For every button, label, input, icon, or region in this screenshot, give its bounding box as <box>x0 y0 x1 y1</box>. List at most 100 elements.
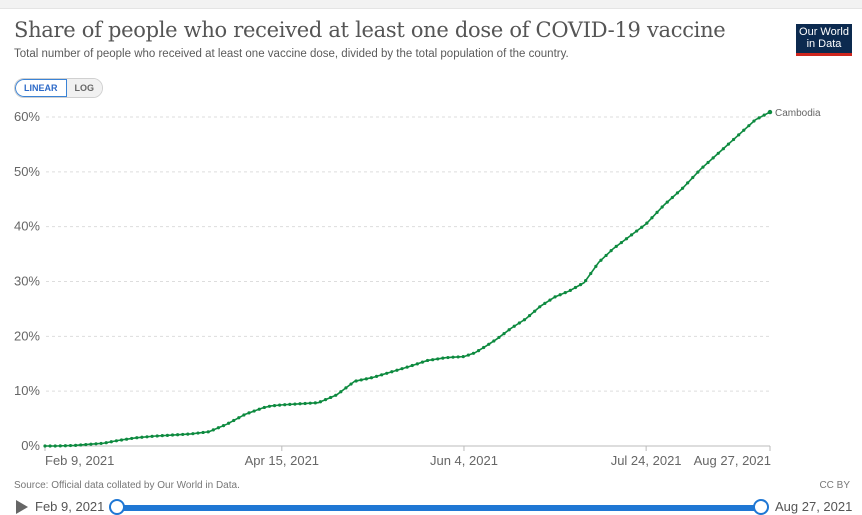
y-tick-label: 0% <box>21 438 40 453</box>
data-point <box>176 433 180 437</box>
data-point <box>568 288 572 293</box>
data-point <box>374 374 379 378</box>
y-axis: 0% 10% 20% 30% 40% 50% 60% <box>14 109 40 453</box>
data-point <box>410 363 414 368</box>
data-point <box>125 437 129 441</box>
data-point <box>645 221 649 225</box>
data-point <box>329 395 333 400</box>
data-point <box>665 200 669 204</box>
series-label-cambodia[interactable]: Cambodia <box>775 108 821 119</box>
data-point <box>227 421 231 425</box>
data-point <box>53 444 57 448</box>
last-data-point <box>767 109 773 115</box>
log-scale-button[interactable]: LOG <box>66 79 102 97</box>
data-point <box>492 339 496 343</box>
data-point <box>482 345 486 350</box>
data-point <box>293 402 297 406</box>
y-tick-label: 20% <box>14 328 40 343</box>
data-point <box>517 321 521 325</box>
data-point <box>206 430 210 434</box>
data-point <box>380 373 384 377</box>
data-point <box>533 309 537 313</box>
data-point <box>762 113 766 117</box>
data-point <box>43 444 47 448</box>
data-point <box>135 436 139 440</box>
data-point <box>726 142 731 146</box>
data-point <box>170 433 175 437</box>
data-point <box>476 348 481 353</box>
data-point <box>466 353 470 357</box>
y-tick-label: 10% <box>14 383 40 398</box>
y-tick-label: 30% <box>14 274 40 289</box>
line-chart: 0% 10% 20% 30% 40% 50% 60% Feb 9, 2021 Apr 15, … <box>14 108 821 468</box>
data-point <box>502 331 506 336</box>
data-point <box>680 186 685 190</box>
data-point <box>624 237 629 241</box>
data-point <box>155 434 159 438</box>
series-cambodia[interactable] <box>43 109 773 448</box>
data-point <box>58 444 62 448</box>
data-point <box>691 175 695 180</box>
data-point <box>237 416 241 420</box>
x-tick-label: Aug 27, 2021 <box>694 453 771 468</box>
data-point <box>425 358 430 363</box>
data-point <box>109 440 113 444</box>
data-point <box>650 216 654 220</box>
data-point <box>538 305 542 309</box>
license-link[interactable]: CC BY <box>819 480 850 491</box>
data-point <box>737 133 741 137</box>
data-point <box>150 434 154 438</box>
data-point <box>558 293 562 297</box>
data-point <box>104 441 108 445</box>
logo-line-1: Our World <box>799 26 849 38</box>
data-point <box>242 413 246 417</box>
data-point <box>451 355 455 359</box>
data-point <box>584 278 588 283</box>
data-point <box>731 137 736 142</box>
data-point <box>354 379 358 383</box>
data-point <box>278 403 282 407</box>
data-point <box>181 432 185 437</box>
scale-toggle: LINEAR LOG <box>14 78 103 98</box>
x-tick-label: Jun 4, 2021 <box>430 453 498 468</box>
data-point <box>186 432 190 436</box>
data-point <box>619 240 623 245</box>
data-point <box>344 386 348 390</box>
data-point <box>48 444 52 448</box>
gridlines <box>46 116 770 392</box>
data-point <box>390 370 394 374</box>
data-point <box>512 324 516 328</box>
data-point <box>211 428 215 432</box>
data-point <box>385 371 389 375</box>
play-icon[interactable] <box>16 500 28 514</box>
x-tick-label: Feb 9, 2021 <box>45 453 114 468</box>
data-point <box>84 442 88 447</box>
data-point <box>604 253 608 258</box>
data-point <box>119 438 124 442</box>
source-note[interactable]: Source: Official data collated by Our Wo… <box>14 480 240 491</box>
data-point <box>89 442 93 446</box>
data-point <box>288 402 292 406</box>
linear-scale-button[interactable]: LINEAR <box>15 79 67 97</box>
logo-line-2: in Data <box>806 38 842 50</box>
timeline-start-handle[interactable] <box>109 499 125 515</box>
data-point <box>696 170 700 174</box>
owid-logo[interactable]: Our World in Data <box>796 24 852 56</box>
data-point <box>99 441 103 446</box>
data-point <box>573 285 578 290</box>
data-point <box>191 432 195 436</box>
chart-subtitle: Total number of people who received at l… <box>14 48 569 60</box>
data-point <box>629 233 634 237</box>
data-point <box>594 264 598 268</box>
data-point <box>267 404 272 408</box>
data-point <box>283 403 287 407</box>
data-point <box>747 124 751 128</box>
timeline-end-handle[interactable] <box>753 499 769 515</box>
data-point <box>145 435 149 439</box>
data-point <box>614 244 618 249</box>
data-point <box>63 444 68 448</box>
timeline-track[interactable] <box>116 505 760 511</box>
data-point <box>609 249 613 253</box>
series-line <box>45 111 771 447</box>
data-point <box>298 402 302 406</box>
